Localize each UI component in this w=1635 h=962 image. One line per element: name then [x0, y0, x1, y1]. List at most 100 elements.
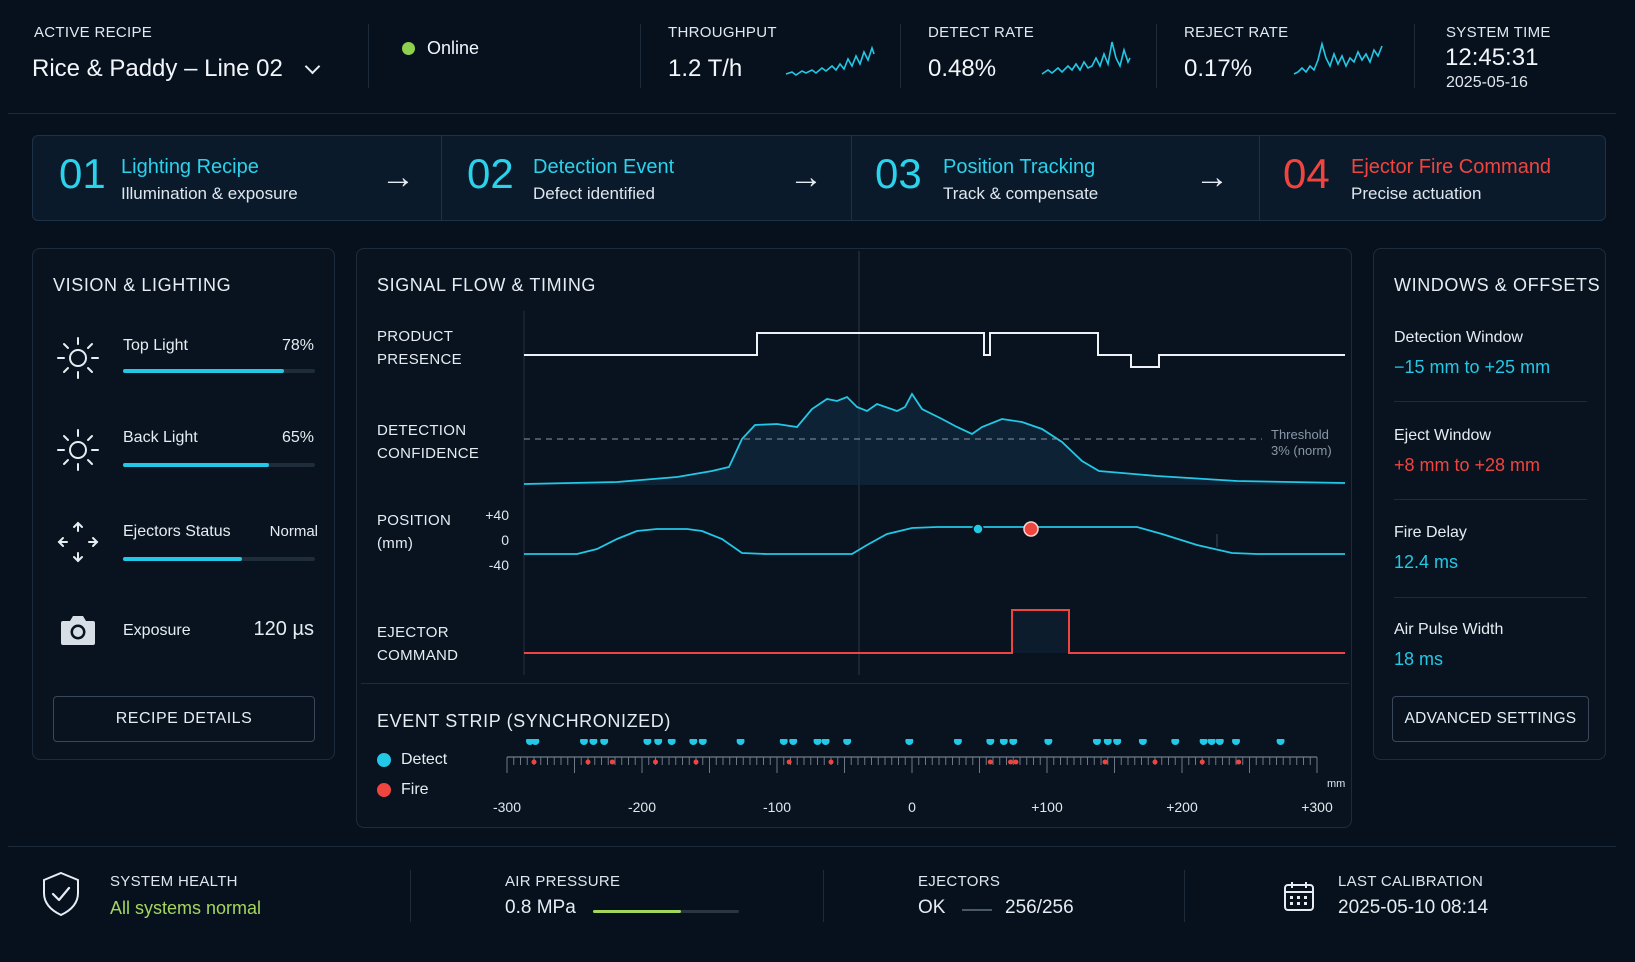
fire-event-dot — [653, 759, 658, 765]
fire-event-dot — [987, 759, 993, 765]
legend-detect: Detect — [377, 751, 447, 769]
throughput-caption: THROUGHPUT — [668, 24, 777, 41]
detect-event-dot — [600, 739, 609, 745]
back-light-fill — [123, 463, 269, 467]
fire-event-dot — [1102, 759, 1108, 765]
eject-window-label: Eject Window — [1394, 427, 1491, 444]
detect-event-dot — [953, 739, 962, 745]
fire-event-dot — [1236, 759, 1242, 765]
system-time-value: 12:45:31 — [1445, 44, 1539, 71]
fire-event-dot — [1013, 759, 1019, 765]
recipe-selector[interactable]: Rice & Paddy – Line 02 — [32, 52, 321, 86]
step-subtitle: Illumination & exposure — [121, 184, 298, 203]
product-presence-label: PRODUCT PRESENCE — [377, 328, 462, 368]
shield-check-icon — [43, 871, 79, 917]
detect-rate-caption: DETECT RATE — [928, 24, 1035, 41]
air-pressure-value: 0.8 MPa — [505, 897, 576, 918]
system-date-value: 2025-05-16 — [1446, 74, 1528, 91]
detection-confidence-label: DETECTION CONFIDENCE — [377, 422, 480, 462]
air-pulse-width-value[interactable]: 18 ms — [1394, 649, 1444, 669]
system-time-caption: SYSTEM TIME — [1446, 24, 1551, 41]
event-strip-chart[interactable] — [357, 739, 1353, 799]
ejectors-status-bar — [123, 557, 315, 561]
ejector-command-label: EJECTOR COMMAND — [377, 624, 459, 664]
back-light-slider[interactable] — [123, 463, 315, 467]
top-light-fill — [123, 369, 285, 373]
detect-event-dot — [905, 739, 914, 745]
ejectors-status-label: Ejectors Status — [123, 523, 231, 540]
detect-event-dot — [1199, 739, 1208, 745]
panel-title: VISION & LIGHTING — [53, 275, 232, 295]
active-recipe-caption: ACTIVE RECIPE — [34, 24, 153, 41]
top-light-label: Top Light — [123, 337, 188, 354]
air-pulse-width-label: Air Pulse Width — [1394, 621, 1504, 638]
top-light-slider[interactable] — [123, 369, 315, 373]
detect-event-dot — [1103, 739, 1112, 745]
detect-event-dot — [579, 739, 588, 745]
step-title: Ejector Fire Command — [1351, 156, 1552, 178]
ejectors-status-value: Normal — [269, 523, 318, 540]
event-strip-tick-label: 0 — [908, 799, 916, 815]
fire-marker — [1023, 521, 1039, 537]
timing-diagram — [523, 251, 1346, 675]
step-number: 03 — [875, 150, 922, 197]
step-subtitle: Precise actuation — [1351, 184, 1482, 203]
exposure-value: 120 µs — [253, 618, 314, 640]
step-title: Lighting Recipe — [121, 156, 259, 178]
pipeline-step-ejector[interactable]: 04 Ejector Fire Command Precise actuatio… — [1261, 136, 1605, 220]
sun-icon — [57, 429, 99, 471]
fire-delay-value[interactable]: 12.4 ms — [1394, 552, 1459, 572]
air-pressure-caption: AIR PRESSURE — [505, 873, 621, 890]
product-presence-trace — [524, 332, 1345, 368]
last-calibration-caption: LAST CALIBRATION — [1338, 873, 1484, 890]
panel-title: WINDOWS & OFFSETS — [1394, 275, 1601, 295]
arrow-right-icon: → — [789, 158, 823, 196]
advanced-settings-button[interactable]: ADVANCED SETTINGS — [1392, 696, 1589, 742]
pipeline-step-lighting[interactable]: 01 Lighting Recipe Illumination & exposu… — [33, 136, 441, 220]
detect-event-dot — [1044, 739, 1053, 745]
position-label: POSITION (mm) — [377, 512, 452, 552]
recipe-details-button[interactable]: RECIPE DETAILS — [53, 696, 315, 742]
detect-rate-value: 0.48% — [928, 55, 997, 82]
pipeline-steps: 01 Lighting Recipe Illumination & exposu… — [32, 135, 1606, 221]
pipeline-step-detection[interactable]: 02 Detection Event Defect identified → — [443, 136, 851, 220]
fire-event-dot — [786, 759, 792, 765]
position-trace — [524, 526, 1345, 555]
step-number: 04 — [1283, 150, 1330, 197]
arrow-right-icon: → — [1195, 158, 1229, 196]
air-pressure-bar — [593, 910, 739, 913]
vision-lighting-panel: VISION & LIGHTING Top Light 78% Back Lig… — [32, 248, 335, 760]
detect-event-dot — [843, 739, 852, 745]
system-health-value: All systems normal — [110, 898, 262, 918]
detection-window-label: Detection Window — [1394, 329, 1523, 346]
fire-event-dot — [1008, 759, 1014, 765]
windows-offsets-panel: WINDOWS & OFFSETS Detection Window −15 m… — [1373, 248, 1606, 760]
fire-event-dot — [531, 759, 537, 765]
ejectors-divider — [962, 909, 992, 911]
air-pressure-fill — [593, 910, 681, 913]
detect-event-dot — [698, 739, 707, 745]
reject-rate-sparkline — [1293, 40, 1383, 75]
fire-event-dot — [609, 759, 615, 765]
threshold-label: Threshold 3% (norm) — [1271, 427, 1332, 458]
detection-window-value[interactable]: −15 mm to +25 mm — [1394, 357, 1551, 377]
step-number: 02 — [467, 150, 514, 197]
legend-fire: Fire — [377, 781, 429, 799]
event-strip-tick-label: +200 — [1166, 799, 1198, 815]
eject-window-value[interactable]: +8 mm to +28 mm — [1394, 455, 1541, 475]
detect-event-dot — [1207, 739, 1216, 745]
detect-event-dot — [589, 739, 598, 745]
throughput-sparkline — [785, 45, 875, 76]
top-light-value: 78% — [281, 337, 314, 354]
detect-marker — [972, 523, 984, 535]
ejectors-caption: EJECTORS — [918, 873, 1001, 890]
detect-event-dot — [643, 739, 652, 745]
fire-delay-label: Fire Delay — [1394, 524, 1467, 541]
pipeline-step-tracking[interactable]: 03 Position Tracking Track & compensate … — [853, 136, 1259, 220]
detect-event-dot — [1232, 739, 1240, 745]
panel-title: SIGNAL FLOW & TIMING — [377, 275, 597, 295]
event-strip-ticks: -300 -200 -100 0 +100 +200 +300 — [491, 799, 1333, 819]
ejectors-ok: OK — [918, 897, 946, 918]
move-arrows-icon — [57, 521, 99, 563]
detect-event-dot — [667, 739, 676, 745]
